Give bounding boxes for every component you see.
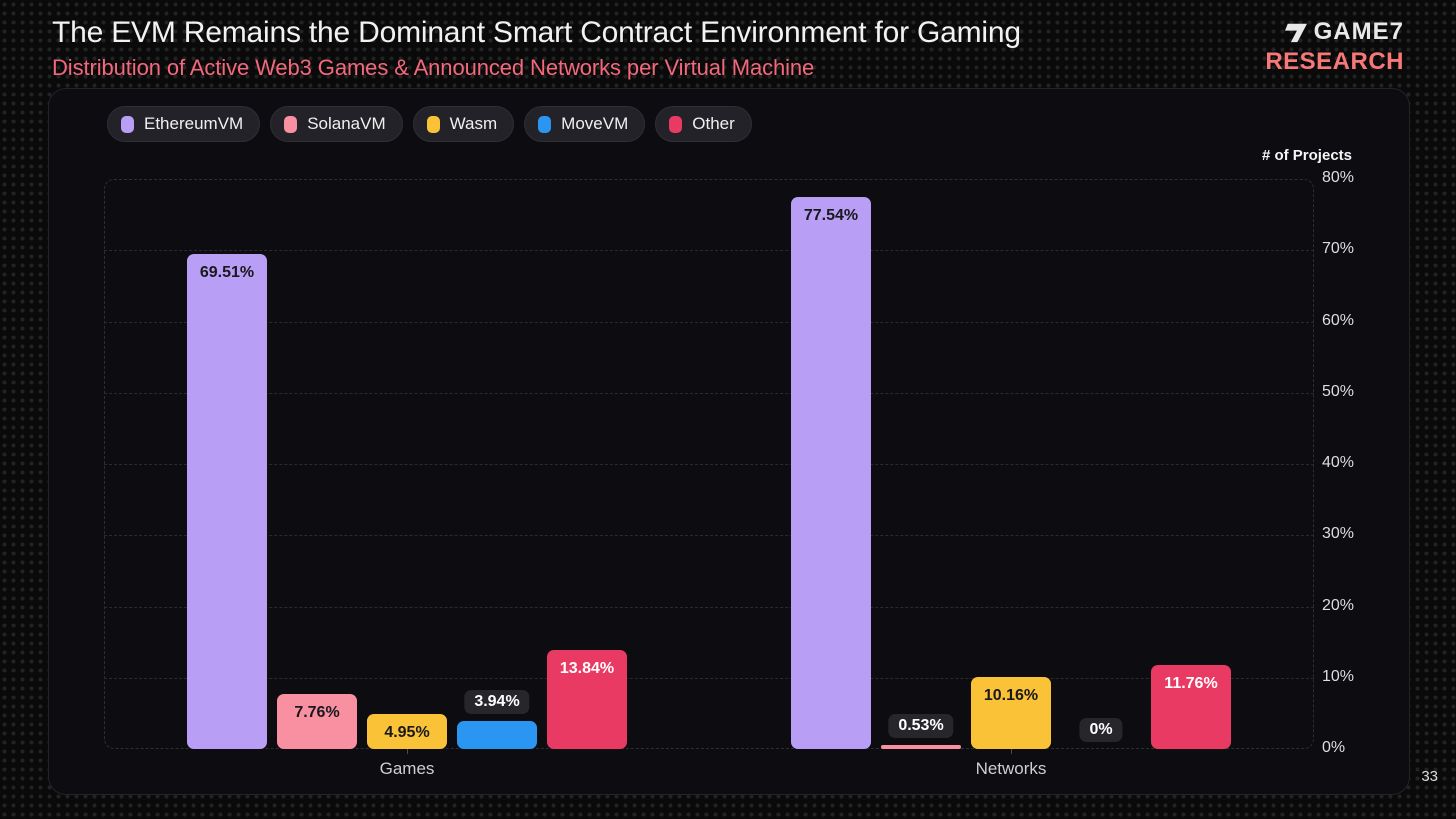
legend-item-label: SolanaVM (307, 114, 386, 133)
bar-wasm-games (367, 713, 447, 749)
category-label-networks: Networks (975, 759, 1047, 778)
bar-value-label: 10.16% (983, 686, 1039, 704)
y-tick-label: 40% (1322, 454, 1355, 471)
bar-value-label: 3.94% (464, 689, 530, 714)
legend-item-label: MoveVM (561, 114, 629, 133)
legend-item-label: EthereumVM (144, 114, 244, 133)
x-axis-tick (407, 749, 408, 754)
bar-other-networks (1151, 665, 1231, 749)
bar-value-label: 0.53% (888, 714, 954, 739)
gridline (104, 321, 1314, 323)
bar-value-label: 7.76% (294, 703, 340, 721)
y-tick-label: 80% (1322, 169, 1355, 186)
legend-swatch-icon (284, 115, 298, 133)
y-tick-label: 70% (1322, 240, 1355, 258)
bar-value-label: 4.95% (384, 723, 430, 741)
y-tick-label: 20% (1322, 596, 1355, 614)
page-number: 33 (1421, 768, 1438, 785)
legend-swatch-icon (121, 115, 134, 133)
legend-item-solanavm[interactable]: SolanaVM (270, 106, 403, 142)
legend-swatch-icon (669, 115, 683, 133)
bar-ethereumvm-networks (791, 196, 871, 749)
bar-value-label: 0% (1079, 718, 1123, 742)
gridline (104, 392, 1314, 394)
legend-item-label: Wasm (449, 114, 498, 133)
chart-legend: EthereumVM SolanaVM Wasm MoveVM Other (107, 106, 752, 142)
gridline (104, 464, 1314, 465)
bar-solanavm-games (277, 693, 357, 749)
game7-mark-icon (1284, 21, 1307, 43)
logo-brand-text: GAME7 (1313, 18, 1404, 45)
y-tick-label: 50% (1322, 382, 1355, 400)
gridline (104, 535, 1314, 537)
bar-value-label: 69.51% (199, 263, 255, 281)
legend-item-movevm[interactable]: MoveVM (524, 106, 646, 142)
bar-value-label: 11.76% (1164, 675, 1218, 693)
legend-item-ethereumvm[interactable]: EthereumVM (107, 106, 261, 142)
page-subtitle: Distribution of Active Web3 Games & Anno… (52, 55, 815, 80)
page-title: The EVM Remains the Dominant Smart Contr… (52, 16, 1021, 49)
logo-research-text: RESEARCH (1265, 48, 1404, 75)
bar-value-label: 13.84% (559, 660, 615, 678)
game7-logo: GAME7 RESEARCH (1265, 18, 1404, 76)
y-tick-label: 30% (1322, 525, 1355, 543)
bar-movevm-games (457, 720, 537, 749)
gridline (104, 250, 1314, 252)
gridline (104, 677, 1314, 679)
bar-solanavm-networks (881, 745, 961, 749)
y-axis-title: # of Projects (1261, 147, 1352, 164)
bar-other-games (547, 650, 627, 749)
legend-swatch-icon (538, 115, 552, 133)
legend-swatch-icon (426, 115, 440, 133)
legend-item-wasm[interactable]: Wasm (412, 106, 515, 142)
y-tick-label: 10% (1322, 667, 1355, 685)
chart-panel: EthereumVM SolanaVM Wasm MoveVM Other # of P… (48, 88, 1410, 795)
category-label-games: Games (379, 759, 435, 778)
bar-ethereumvm-games (187, 253, 267, 749)
y-tick-label: 60% (1322, 311, 1355, 329)
bar-wasm-networks (971, 676, 1051, 749)
bar-value-label: 77.54% (803, 206, 859, 224)
legend-item-label: Other (692, 114, 735, 133)
y-tick-label: 0% (1322, 739, 1346, 756)
gridline (104, 606, 1314, 608)
x-axis-tick (1011, 749, 1012, 754)
legend-item-other[interactable]: Other (655, 106, 752, 142)
